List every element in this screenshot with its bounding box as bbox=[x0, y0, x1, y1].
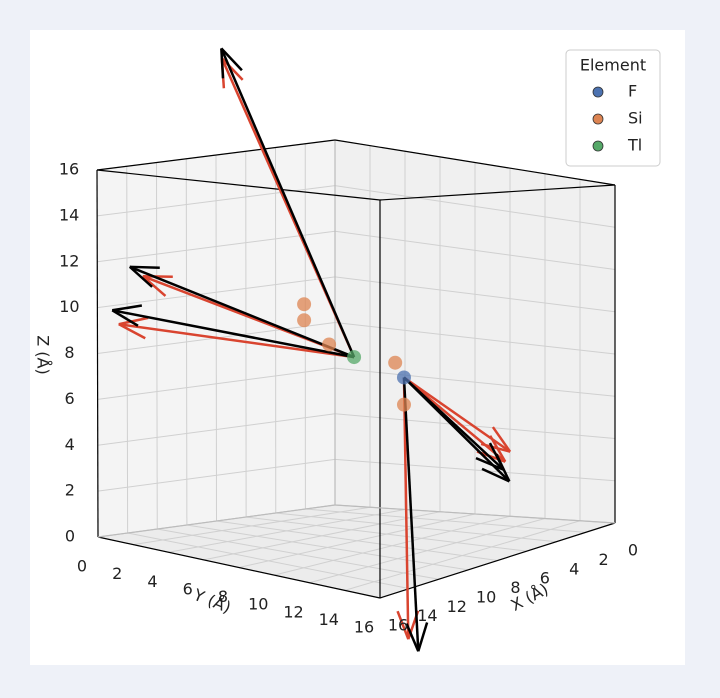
y-tick-label: 4 bbox=[147, 572, 157, 591]
atom-point bbox=[297, 297, 311, 311]
x-tick-label: 4 bbox=[569, 559, 579, 578]
z-tick-label: 12 bbox=[59, 251, 79, 270]
z-tick-label: 6 bbox=[65, 389, 75, 408]
y-tick-label: 12 bbox=[283, 602, 303, 621]
legend: Element F Si Tl bbox=[566, 50, 660, 166]
z-tick-label: 0 bbox=[65, 527, 75, 546]
legend-marker bbox=[593, 114, 603, 124]
arrow-head bbox=[130, 267, 160, 268]
x-tick-label: 14 bbox=[417, 606, 437, 625]
y-tick-label: 16 bbox=[354, 618, 374, 637]
y-tick-label: 0 bbox=[77, 557, 87, 576]
legend-label: Tl bbox=[627, 136, 642, 155]
legend-title: Element bbox=[580, 56, 646, 75]
legend-marker bbox=[593, 87, 603, 97]
x-tick-label: 0 bbox=[628, 541, 638, 560]
y-tick-label: 10 bbox=[248, 595, 268, 614]
atom-point bbox=[297, 313, 311, 327]
z-tick-label: 4 bbox=[65, 435, 75, 454]
atom-point bbox=[322, 337, 336, 351]
legend-label: Si bbox=[628, 109, 643, 128]
z-axis-label: Z (Å) bbox=[34, 335, 53, 374]
z-tick-label: 10 bbox=[59, 297, 79, 316]
legend-label: F bbox=[628, 82, 637, 101]
x-tick-label: 2 bbox=[599, 550, 609, 569]
z-tick-label: 16 bbox=[59, 160, 79, 179]
y-tick-label: 6 bbox=[183, 579, 193, 598]
y-tick-label: 14 bbox=[319, 610, 339, 629]
atom-point bbox=[397, 398, 411, 412]
z-tick-label: 2 bbox=[65, 481, 75, 500]
atom-point bbox=[388, 356, 402, 370]
z-tick-label: 14 bbox=[59, 205, 79, 224]
x-tick-label: 12 bbox=[447, 597, 467, 616]
x-tick-label: 16 bbox=[388, 616, 408, 635]
atom-point bbox=[397, 370, 411, 384]
legend-marker bbox=[593, 141, 603, 151]
arrow-head bbox=[221, 48, 223, 78]
z-tick-label: 8 bbox=[64, 343, 74, 362]
x-tick-label: 10 bbox=[476, 587, 496, 606]
atom-point bbox=[347, 350, 361, 364]
y-tick-label: 2 bbox=[112, 564, 122, 583]
